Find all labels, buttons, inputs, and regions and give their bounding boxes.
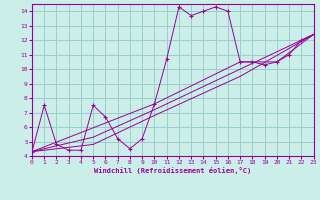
- X-axis label: Windchill (Refroidissement éolien,°C): Windchill (Refroidissement éolien,°C): [94, 167, 252, 174]
